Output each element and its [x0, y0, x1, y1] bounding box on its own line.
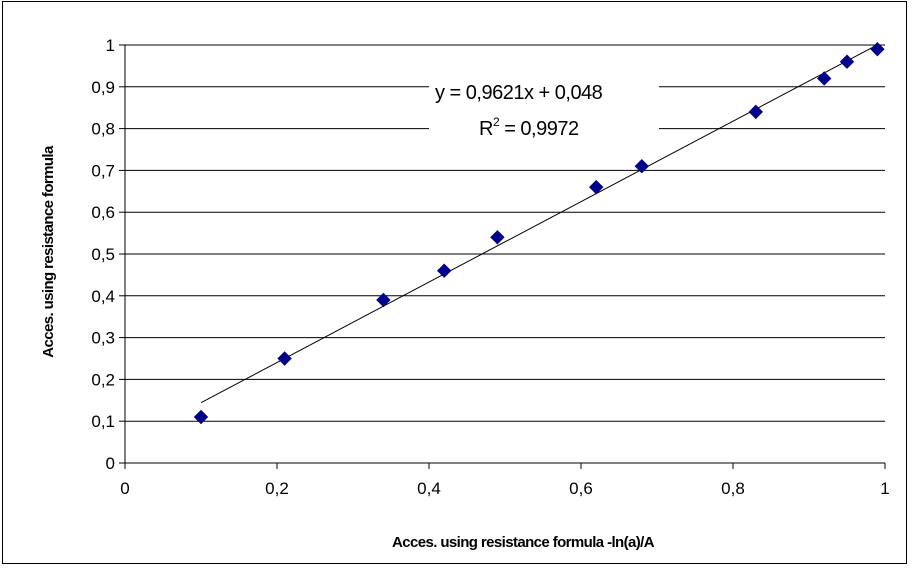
axes [119, 44, 886, 469]
data-point [193, 409, 209, 425]
data-point [436, 263, 452, 278]
scatter-chart: 0 0,1 0,2 0,3 0,4 0,5 0,6 0,7 0,8 0,9 1 0 0,2 0,4 0,6 0… [40, 36, 890, 551]
trendline-layer [200, 44, 878, 404]
trendline [200, 44, 878, 404]
y-tick-label: 0,7 [91, 161, 115, 180]
r-squared-value: = 0,9972 [499, 118, 579, 140]
y-tick-label: 0,3 [91, 329, 115, 348]
data-point [839, 54, 855, 69]
r-squared-prefix: R [479, 118, 493, 140]
y-tick-label: 1 [106, 36, 115, 55]
data-point [816, 71, 832, 86]
r-squared-power: 2 [493, 115, 500, 129]
data-point [376, 292, 391, 308]
data-point [490, 230, 505, 245]
data-point [748, 104, 764, 120]
tick-labels: 0 0,1 0,2 0,3 0,4 0,5 0,6 0,7 0,8 0,9 1 0 0,2 0,4 0,6 0… [91, 36, 889, 498]
x-tick-label: 1 [880, 479, 889, 498]
y-tick-label: 0,8 [91, 120, 115, 139]
data-point [870, 41, 885, 57]
x-tick-label: 0 [120, 479, 129, 498]
y-tick-label: 0,6 [91, 203, 115, 222]
data-points [193, 41, 885, 425]
equation-background [429, 74, 659, 146]
x-tick-label: 0,2 [265, 479, 289, 498]
x-tick-label: 0,4 [417, 479, 441, 498]
y-tick-label: 0 [106, 454, 115, 473]
data-point [634, 159, 650, 174]
y-axis-title: Acces. using resistance formula [40, 145, 57, 358]
y-tick-label: 0,4 [91, 287, 115, 306]
trendline-equation: y = 0,9621x + 0,048 [435, 82, 603, 104]
y-tick-label: 0,9 [91, 78, 115, 97]
x-axis-title: Acces. using resistance formula -ln(a)/A [392, 534, 655, 551]
y-tick-label: 0,1 [91, 412, 115, 431]
y-tick-label: 0,5 [91, 245, 115, 264]
data-point [277, 351, 292, 366]
x-tick-label: 0,6 [569, 479, 593, 498]
r-squared-label: R2 = 0,9972 [479, 115, 579, 140]
x-tick-label: 0,8 [721, 479, 745, 498]
data-point [588, 179, 604, 195]
y-tick-label: 0,2 [91, 370, 115, 389]
